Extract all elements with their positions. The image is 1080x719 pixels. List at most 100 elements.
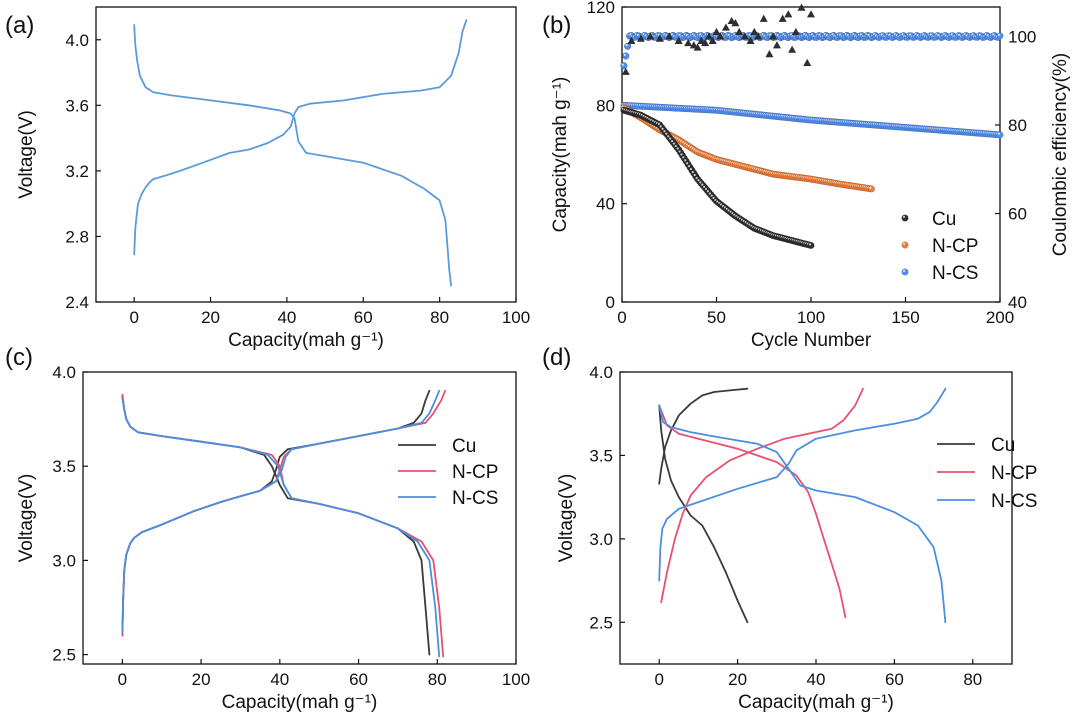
y-tick-label: 4.0 <box>65 31 89 50</box>
x-tick-label: 50 <box>707 308 726 327</box>
efficiency-point <box>788 45 797 53</box>
legend-marker-shine <box>902 269 906 272</box>
capacity-point-shine <box>672 142 676 145</box>
efficiency-point-shine <box>997 33 1001 36</box>
panel-c: 0 20 40 60 80 100 2.5 3.0 3.5 4.0 Capacity(mah g⁻¹… <box>5 344 530 713</box>
capacity-point-shine <box>704 187 708 191</box>
capacity-point-shine <box>706 190 710 193</box>
capacity-point-shine <box>703 185 706 188</box>
legend-label: N-CP <box>452 462 498 483</box>
y-tick-label: 3.0 <box>52 551 76 570</box>
x-tick-label: 0 <box>129 308 138 327</box>
capacity-point-shine <box>667 135 670 138</box>
y-tick-label: 120 <box>587 0 615 17</box>
efficiency-point <box>791 27 800 36</box>
efficiency-point <box>646 32 655 40</box>
x-tick-label: 100 <box>797 308 825 327</box>
efficiency-point <box>727 16 736 25</box>
x-tick-label: 80 <box>963 670 982 689</box>
x-tick-label: 80 <box>428 670 447 689</box>
efficiency-point <box>665 32 674 40</box>
panel-d: 0 20 40 60 80 2.5 3.0 3.5 4.0 Capacity(mah g⁻¹) Vo… <box>542 344 1037 713</box>
capacity-point-shine <box>669 137 672 140</box>
efficiency-point <box>674 36 683 44</box>
x-tick-label: 80 <box>430 308 449 327</box>
efficiency-point <box>620 62 628 70</box>
capacity-point-shine <box>682 156 685 159</box>
x-axis-label: Cycle Number <box>751 330 872 351</box>
legend-marker <box>901 268 909 276</box>
x-tick-label: 20 <box>201 308 220 327</box>
efficiency-point <box>697 36 706 44</box>
series-line-discharge <box>133 24 452 287</box>
series-line-N-CP-discharge <box>658 404 847 619</box>
series-line-Cu-discharge <box>121 395 431 656</box>
efficiency-point <box>754 32 763 40</box>
legend-marker <box>901 214 909 222</box>
capacity-point-shine <box>686 162 689 165</box>
capacity-point-shine <box>663 130 666 133</box>
y-tick-label: 2.5 <box>52 646 76 665</box>
series-line-Cu-charge <box>658 387 749 485</box>
series-line-N-CP-charge <box>121 389 446 637</box>
capacity-point-shine <box>708 192 711 195</box>
y-tick-label: 3.0 <box>589 530 613 549</box>
efficiency-point <box>712 27 721 36</box>
capacity-point-shine <box>665 132 668 135</box>
x-tick-label: 200 <box>986 308 1014 327</box>
capacity-point <box>996 131 1004 139</box>
y-right-axis-label: Coulombic efficiency(%) <box>1050 53 1071 256</box>
plot-frame <box>95 6 517 303</box>
series-line-N-CS-charge <box>121 389 441 633</box>
panel-label: (b) <box>542 12 571 39</box>
capacity-point-shine <box>657 122 660 125</box>
efficiency-point <box>740 32 749 40</box>
x-axis-label: Capacity(mah g⁻¹) <box>222 692 378 713</box>
y-tick-label: 80 <box>596 96 615 115</box>
efficiency-point <box>684 38 693 47</box>
x-axis-label: Capacity(mah g⁻¹) <box>738 692 894 713</box>
series-line-N-CP-discharge <box>121 393 445 658</box>
efficiency-series-N-CS <box>620 31 1004 70</box>
efficiency-point <box>750 27 759 36</box>
y-axis-label: Voltage(V) <box>16 110 37 199</box>
capacity-point-shine <box>712 196 715 199</box>
series-line-N-CS-discharge <box>658 404 947 624</box>
capacity-series-N-CS <box>620 101 1004 139</box>
x-axis-label: Capacity(mah g⁻¹) <box>228 330 384 351</box>
efficiency-point <box>797 3 806 11</box>
series-line-N-CP-charge <box>660 387 864 604</box>
x-tick-label: 100 <box>502 308 530 327</box>
x-tick-label: 20 <box>192 670 211 689</box>
x-tick-label: 60 <box>354 308 373 327</box>
y-axis-label: Voltage(V) <box>16 474 37 563</box>
legend-label: N-CS <box>452 488 498 509</box>
capacity-point-shine <box>680 153 683 156</box>
y-tick-label: 3.5 <box>52 457 76 476</box>
efficiency-point <box>622 52 630 60</box>
efficiency-point <box>704 32 713 40</box>
efficiency-point <box>772 41 781 49</box>
efficiency-point <box>701 38 710 47</box>
capacity-point <box>867 185 876 193</box>
capacity-point <box>807 241 815 250</box>
capacity-point-shine <box>684 159 687 162</box>
efficiency-point-shine <box>625 44 628 47</box>
legend-label: Cu <box>991 435 1015 456</box>
capacity-point-shine <box>674 144 677 148</box>
capacity-point-shine <box>659 125 662 128</box>
efficiency-point <box>807 10 815 18</box>
efficiency-point <box>731 19 740 27</box>
capacity-point-shine <box>997 132 1001 135</box>
efficiency-point <box>735 27 744 36</box>
panel-label: (c) <box>5 344 33 371</box>
capacity-series-Cu <box>620 106 815 250</box>
efficiency-point <box>765 50 774 58</box>
efficiency-point-shine <box>623 53 626 56</box>
efficiency-point-shine <box>621 63 624 66</box>
x-tick-label: 0 <box>118 670 127 689</box>
legend-label: N-CP <box>991 463 1037 484</box>
capacity-point-shine <box>661 127 664 130</box>
series-line-N-CS-charge <box>658 387 947 582</box>
